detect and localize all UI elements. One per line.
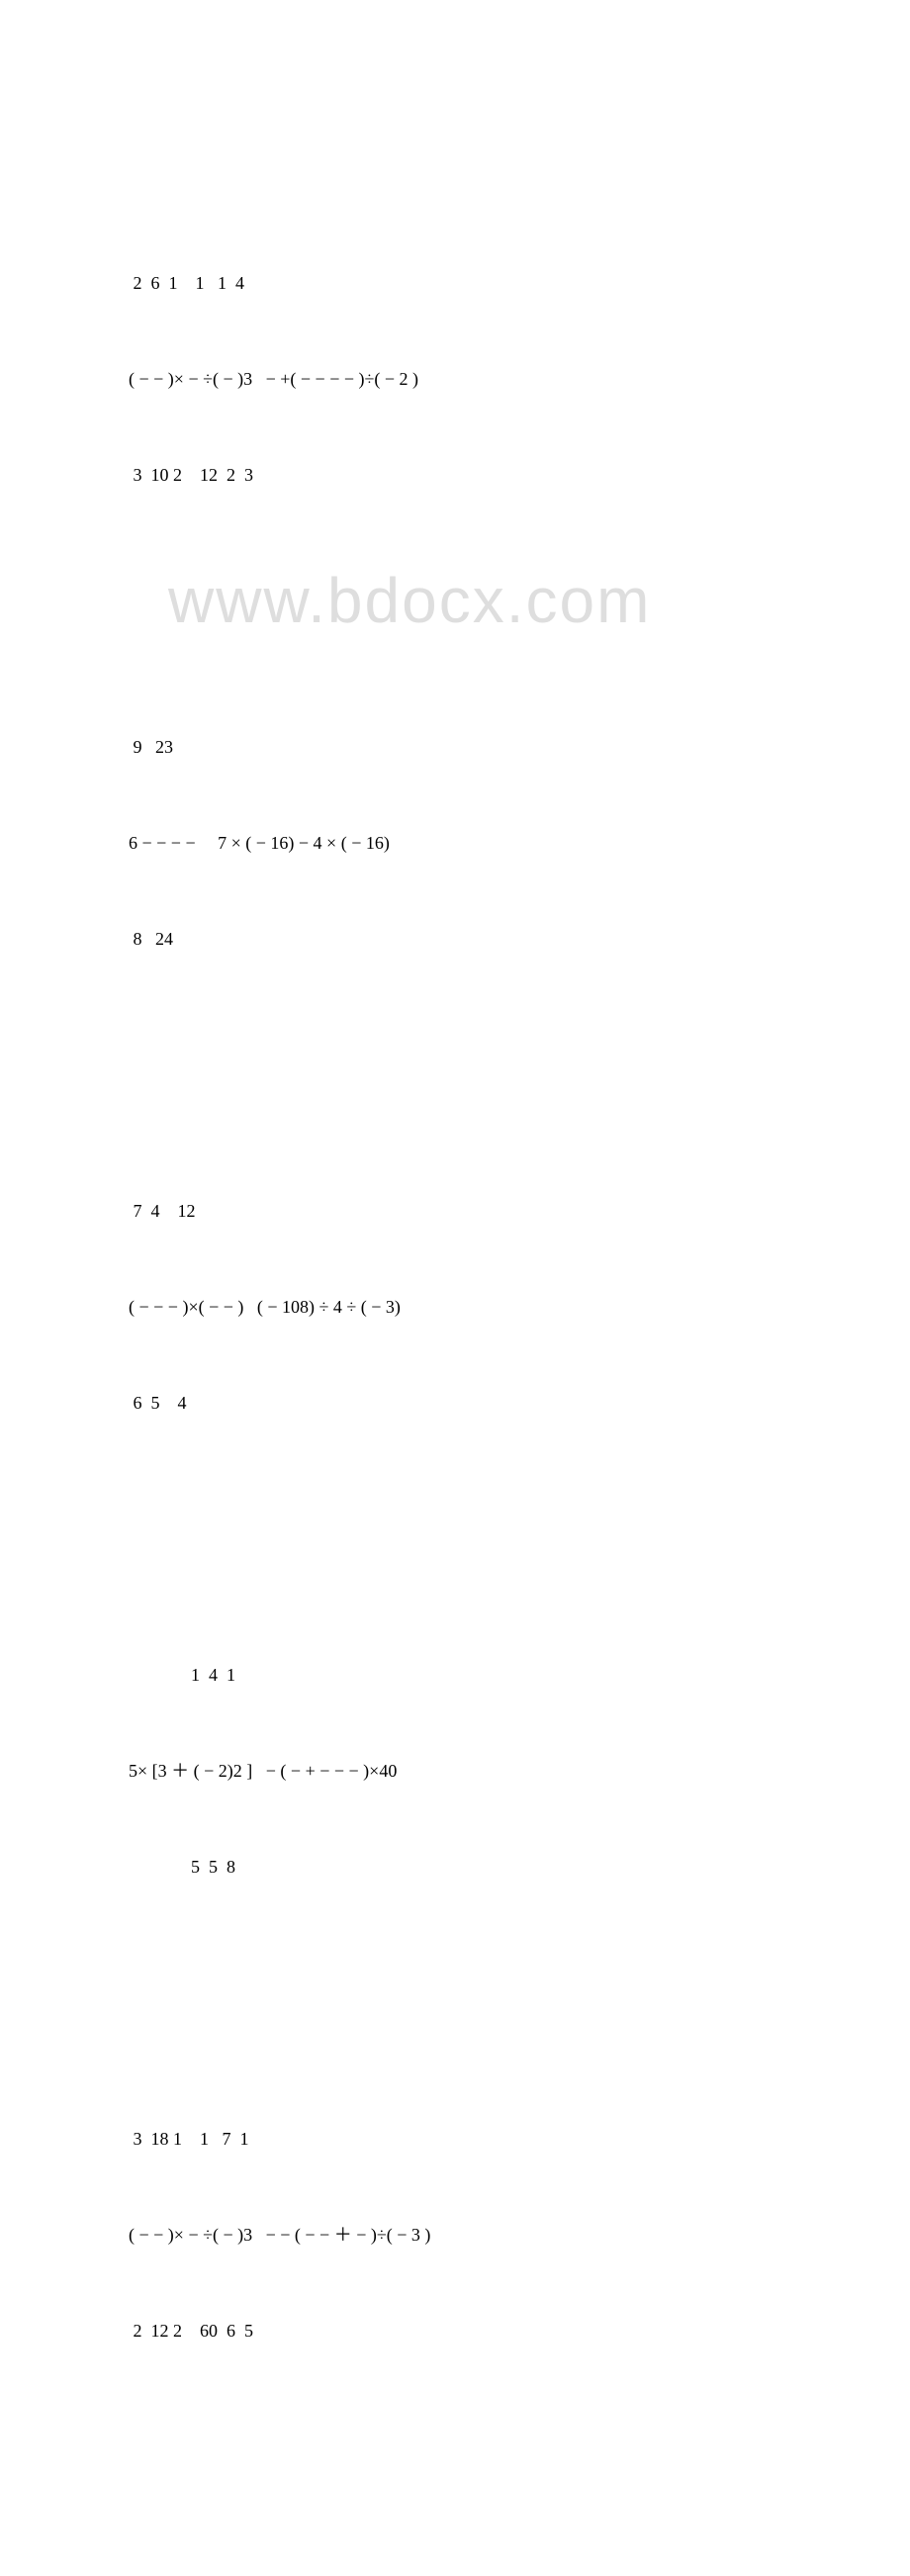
equation-line: 3 18 1 1 7 1 <box>129 2123 910 2155</box>
equation-line: 6 − − − − 7 × ( − 16) − 4 × ( − 16) <box>129 827 910 859</box>
equation-line: 3 10 2 12 2 3 <box>129 459 910 491</box>
equation-group: 9 23 6 − − − − 7 × ( − 16) − 4 × ( − 16)… <box>129 667 910 1019</box>
equation-line: 8 24 <box>129 923 910 955</box>
equation-group: 1 13 5 − − ＋ − 8 × ( − 7) − 2 × ( − 7) 4… <box>129 2523 910 2576</box>
equation-line: ( − − )× − ÷( − )3 − − ( − − ＋ − )÷( − 3… <box>129 2219 910 2251</box>
equation-group: 1 4 1 5× [3 ＋ ( − 2)2 ] − ( − + − − − )×… <box>129 1595 910 1947</box>
equation-line: 1 4 1 <box>129 1659 910 1691</box>
equation-line: 5× [3 ＋ ( − 2)2 ] − ( − + − − − )×40 <box>129 1755 910 1787</box>
equation-line: 5 5 8 <box>129 1851 910 1883</box>
equation-line: 6 5 4 <box>129 1387 910 1419</box>
equation-group: 7 4 12 ( − − − )×( − − ) ( − 108) ÷ 4 ÷ … <box>129 1131 910 1483</box>
equation-line: 9 23 <box>129 731 910 763</box>
equation-group: 3 18 1 1 7 1 ( − − )× − ÷( − )3 − − ( − … <box>129 2059 910 2411</box>
equation-line: ( − − )× − ÷( − )3 − +( − − − − )÷( − 2 … <box>129 363 910 395</box>
equation-line: 2 6 1 1 1 4 <box>129 267 910 299</box>
equation-group: 2 6 1 1 1 4 ( − − )× − ÷( − )3 − +( − − … <box>129 203 910 555</box>
equation-line: ( − − − )×( − − ) ( − 108) ÷ 4 ÷ ( − 3) <box>129 1291 910 1323</box>
equation-line: 2 12 2 60 6 5 <box>129 2315 910 2346</box>
equation-line: 7 4 12 <box>129 1195 910 1227</box>
document-content: 2 6 1 1 1 4 ( − − )× − ÷( − )3 − +( − − … <box>129 138 910 2576</box>
